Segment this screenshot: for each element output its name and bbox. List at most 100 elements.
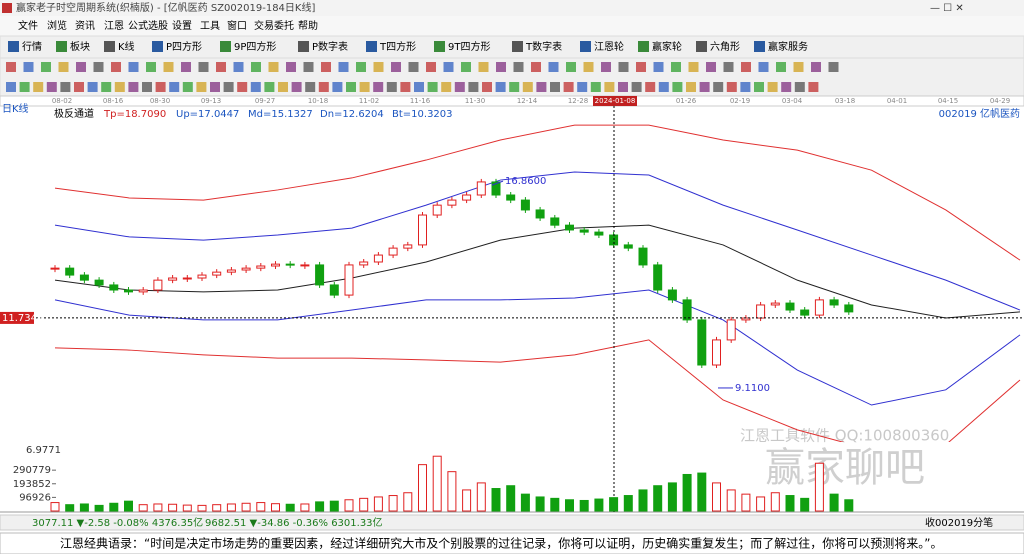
tool-icon[interactable] — [811, 62, 821, 72]
tool-icon[interactable] — [713, 82, 724, 92]
tool-icon[interactable] — [87, 82, 98, 92]
tool-icon[interactable] — [636, 62, 646, 72]
tool-icon[interactable] — [6, 82, 16, 92]
tool-icon[interactable] — [386, 82, 397, 92]
tool-icon[interactable] — [264, 82, 275, 92]
tool-icon[interactable] — [793, 62, 804, 72]
window-controls[interactable]: — ☐ ✕ — [930, 3, 964, 14]
tool-icon[interactable] — [250, 82, 261, 92]
tool-icon[interactable] — [182, 82, 193, 92]
menu-item[interactable]: 文件 — [18, 19, 38, 32]
toolbar-icon[interactable] — [56, 41, 67, 52]
tool-icon[interactable] — [577, 82, 588, 92]
tool-icon[interactable] — [653, 62, 664, 72]
tool-icon[interactable] — [604, 82, 615, 92]
toolbar-icon[interactable] — [754, 41, 765, 52]
toolbar-button[interactable]: 江恩轮 — [594, 40, 624, 53]
tool-icon[interactable] — [318, 82, 329, 92]
tool-icon[interactable] — [583, 62, 594, 72]
tool-icon[interactable] — [776, 62, 786, 72]
tool-icon[interactable] — [496, 62, 506, 72]
toolbar-icon[interactable] — [298, 41, 309, 52]
tool-icon[interactable] — [198, 62, 209, 72]
toolbar-button[interactable]: 板块 — [70, 40, 90, 53]
tool-icon[interactable] — [478, 62, 489, 72]
tool-icon[interactable] — [114, 82, 125, 92]
tool-icon[interactable] — [726, 82, 737, 92]
tool-icon[interactable] — [210, 82, 220, 92]
tool-icon[interactable] — [427, 82, 438, 92]
toolbar-button[interactable]: T数字表 — [525, 40, 562, 53]
toolbar-icon[interactable] — [152, 41, 163, 52]
tool-icon[interactable] — [590, 82, 601, 92]
tool-icon[interactable] — [128, 82, 139, 92]
tool-icon[interactable] — [828, 62, 839, 72]
tool-icon[interactable] — [671, 62, 681, 72]
toolbar-button[interactable]: P四方形 — [166, 40, 202, 53]
toolbar-button[interactable]: 9T四方形 — [448, 40, 490, 53]
tool-icon[interactable] — [237, 82, 248, 92]
tool-icon[interactable] — [373, 82, 384, 92]
tool-icon[interactable] — [251, 62, 261, 72]
toolbar-icon[interactable] — [434, 41, 445, 52]
tool-icon[interactable] — [531, 62, 541, 72]
tool-icon[interactable] — [391, 62, 401, 72]
toolbar-icon[interactable] — [580, 41, 591, 52]
tool-icon[interactable] — [321, 62, 331, 72]
tool-icon[interactable] — [509, 82, 520, 92]
toolbar-button[interactable]: 赢家轮 — [652, 40, 682, 53]
tool-icon[interactable] — [672, 82, 683, 92]
toolbar-button[interactable]: 赢家服务 — [768, 40, 808, 53]
tool-icon[interactable] — [23, 62, 34, 72]
tool-icon[interactable] — [338, 62, 349, 72]
toolbar-button[interactable]: 行情 — [22, 40, 42, 53]
tool-icon[interactable] — [443, 62, 454, 72]
toolbar-button[interactable]: T四方形 — [379, 40, 416, 53]
tool-icon[interactable] — [513, 62, 524, 72]
tool-icon[interactable] — [93, 62, 104, 72]
toolbar-icon[interactable] — [512, 41, 523, 52]
tool-icon[interactable] — [128, 62, 139, 72]
tool-icon[interactable] — [33, 82, 44, 92]
tool-icon[interactable] — [286, 62, 296, 72]
toolbar-icon[interactable] — [366, 41, 377, 52]
tool-icon[interactable] — [706, 62, 716, 72]
tool-icon[interactable] — [563, 82, 574, 92]
tool-icon[interactable] — [58, 62, 69, 72]
tool-icon[interactable] — [645, 82, 656, 92]
tool-icon[interactable] — [618, 62, 629, 72]
tool-icon[interactable] — [686, 82, 696, 92]
tool-icon[interactable] — [305, 82, 316, 92]
tool-icon[interactable] — [60, 82, 71, 92]
menu-item[interactable]: 交易委托 — [254, 19, 294, 32]
menu-item[interactable]: 窗口 — [227, 19, 247, 32]
menu-item[interactable]: 资讯 — [75, 20, 95, 32]
tool-icon[interactable] — [758, 62, 769, 72]
menu-item[interactable]: 江恩 — [104, 20, 124, 32]
tool-icon[interactable] — [468, 82, 479, 92]
tool-icon[interactable] — [216, 62, 226, 72]
tool-icon[interactable] — [196, 82, 207, 92]
tool-icon[interactable] — [441, 82, 452, 92]
tool-icon[interactable] — [111, 62, 121, 72]
toolbar-icon[interactable] — [638, 41, 649, 52]
menu-item[interactable]: 公式选股 — [128, 19, 168, 32]
tool-icon[interactable] — [163, 62, 174, 72]
tool-icon[interactable] — [688, 62, 699, 72]
tool-icon[interactable] — [169, 82, 180, 92]
tool-icon[interactable] — [233, 62, 244, 72]
tool-icon[interactable] — [522, 82, 533, 92]
tool-icon[interactable] — [332, 82, 343, 92]
tool-icon[interactable] — [740, 82, 751, 92]
tool-icon[interactable] — [566, 62, 576, 72]
toolbar-button[interactable]: 六角形 — [710, 41, 740, 53]
tool-icon[interactable] — [723, 62, 734, 72]
tool-icon[interactable] — [303, 62, 314, 72]
tool-icon[interactable] — [46, 82, 57, 92]
tool-icon[interactable] — [400, 82, 411, 92]
tool-icon[interactable] — [181, 62, 191, 72]
tool-icon[interactable] — [426, 62, 436, 72]
tool-icon[interactable] — [155, 82, 166, 92]
tool-icon[interactable] — [658, 82, 669, 92]
tool-icon[interactable] — [74, 82, 84, 92]
